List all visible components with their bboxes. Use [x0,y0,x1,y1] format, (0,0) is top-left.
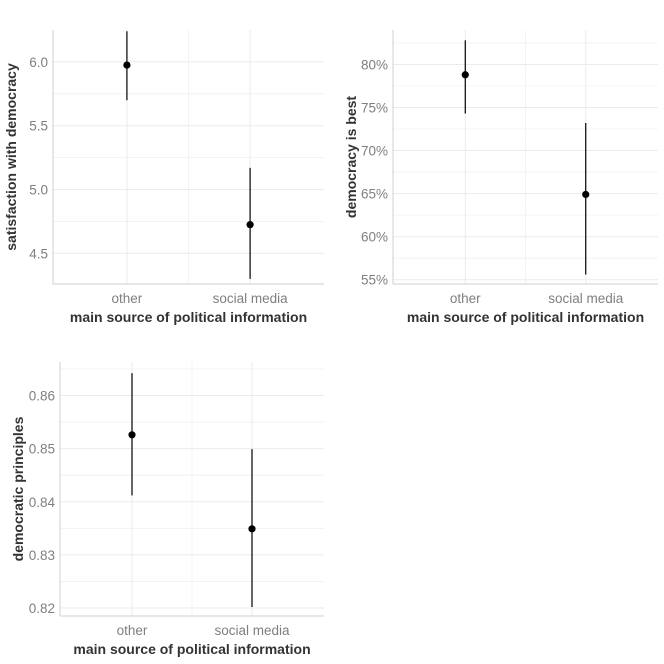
x-axis-title: main source of political information [70,309,307,325]
panel-1: 4.5 5.0 5.5 6.0 other social media main source… [3,30,324,325]
y-tick-label: 65% [361,187,388,202]
y-tick-label: 0.83 [29,548,55,563]
y-axis-title: democratic principles [10,416,26,561]
x-tick-label: social media [213,291,289,306]
data-point [246,221,254,229]
x-axis-title: main source of political information [407,309,644,325]
x-axis-title: main source of political information [73,641,310,657]
y-tick-label: 4.5 [29,246,48,261]
y-axis-title: democracy is best [343,96,359,219]
y-tick-label: 80% [361,57,388,72]
y-tick-label: 0.86 [29,388,55,403]
y-tick-label: 6.0 [29,55,48,70]
x-tick-label: other [112,291,143,306]
x-tick-label: other [450,291,481,306]
data-point [128,431,136,439]
x-tick-label: social media [214,623,290,638]
y-tick-label: 55% [361,273,388,288]
y-tick-label: 5.0 [29,183,48,198]
data-point [123,61,131,69]
y-tick-label: 0.85 [29,442,55,457]
data-point [248,525,256,533]
data-point [461,71,469,79]
panel-2: 55% 60% 65% 70% 75% 80% other social media main … [343,30,658,325]
y-tick-label: 60% [361,230,388,245]
x-tick-label: social media [548,291,624,306]
x-tick-label: other [117,623,148,638]
y-axis-title: satisfaction with democracy [3,63,19,251]
y-tick-label: 75% [361,100,388,115]
y-tick-label: 70% [361,144,388,159]
y-tick-label: 0.82 [29,601,55,616]
y-tick-label: 5.5 [29,119,48,134]
panel-3: 0.82 0.83 0.84 0.85 0.86 other social media mai… [10,362,324,657]
data-point [582,190,590,199]
y-tick-label: 0.84 [29,495,56,510]
